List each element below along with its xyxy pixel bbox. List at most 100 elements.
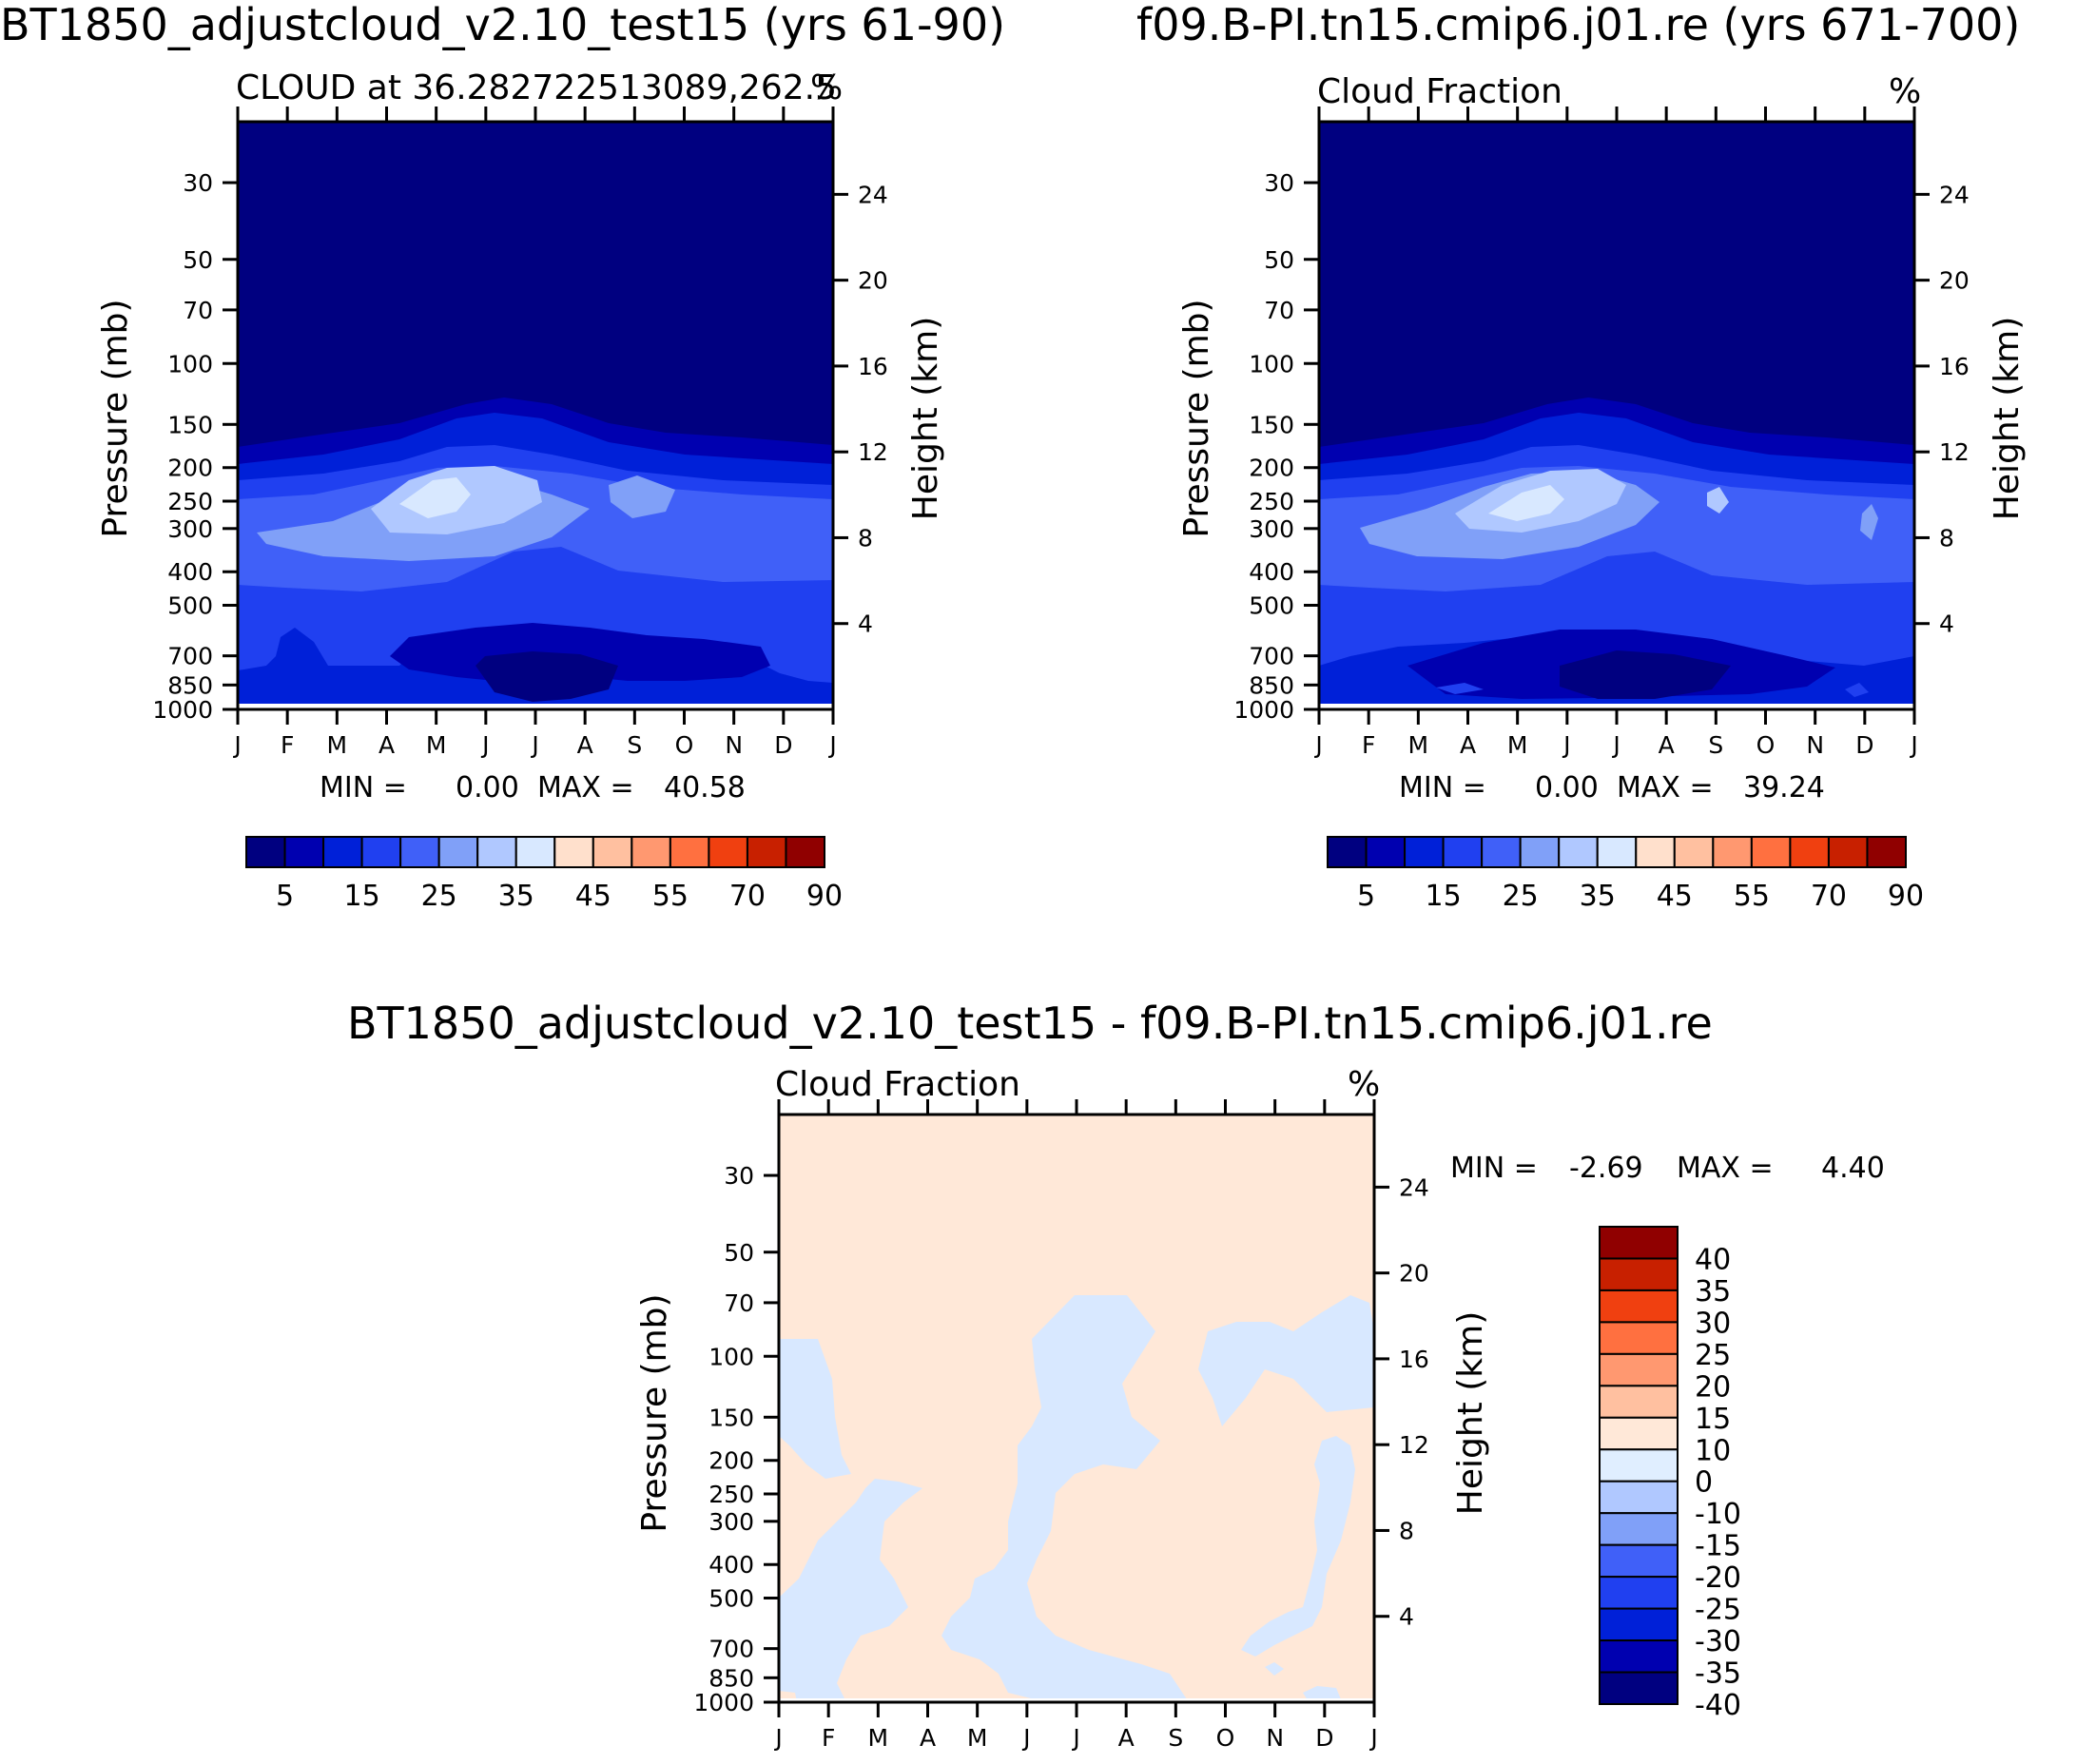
colorbar-box (1596, 836, 1638, 868)
month-tick-label: J (827, 731, 836, 759)
month-tick-label: D (1855, 731, 1873, 759)
colorbar-label: 10 (1695, 1434, 1731, 1467)
colorbar-label: 5 (276, 880, 294, 913)
colorbar-box (1599, 1352, 1679, 1387)
pressure-tick-label: 200 (708, 1447, 754, 1475)
height-tick-label: 16 (1939, 353, 1970, 380)
panel-model-contours (238, 122, 833, 709)
month-tick-label: J (1021, 1724, 1030, 1752)
height-tick-label: 16 (858, 353, 888, 380)
colorbar-label: 5 (1357, 880, 1375, 913)
month-tick-label: N (1806, 731, 1824, 759)
colorbar-label: 0 (1695, 1466, 1713, 1500)
month-tick-label: N (1266, 1724, 1284, 1752)
panel-difference-minmax: MIN = -2.69 MAX = 4.40 (1450, 1152, 1885, 1185)
height-tick-label: 4 (858, 611, 873, 638)
height-tick-label: 24 (858, 181, 888, 208)
panel-model-max-value: 40.58 (664, 771, 746, 804)
pressure-tick-label: 850 (708, 1664, 754, 1692)
pressure-tick-label: 200 (167, 455, 213, 482)
colorbar-box (1599, 1448, 1679, 1483)
month-tick-label: S (627, 731, 642, 759)
colorbar-label: 25 (421, 880, 457, 913)
colorbar-box (476, 836, 517, 868)
contour-neg-g (1265, 1662, 1284, 1676)
pressure-tick-label: 150 (1249, 411, 1294, 438)
height-tick-label: 4 (1939, 611, 1954, 638)
month-tick-label: J (1909, 731, 1917, 759)
colorbar-box (283, 836, 325, 868)
colorbar-label: -20 (1695, 1561, 1741, 1595)
contour-neg-f (1241, 1436, 1355, 1657)
height-tick-label: 8 (858, 524, 873, 552)
month-tick-label: A (1659, 731, 1675, 759)
pressure-tick-label: 70 (183, 297, 213, 324)
panel-model-ylabel: Pressure (mb) (96, 299, 135, 537)
pressure-tick-label: 250 (1249, 488, 1294, 515)
colorbar-box (1599, 1543, 1679, 1579)
colorbar-box (1599, 1671, 1679, 1705)
month-tick-label: S (1168, 1724, 1183, 1752)
panel-control-ylabel-right: Height (km) (1988, 317, 2027, 520)
panel-model-ylabel-right: Height (km) (906, 317, 945, 520)
pressure-tick-label: 150 (167, 411, 213, 438)
contour-level-lt5-low (1560, 650, 1731, 699)
colorbar-label: 25 (1503, 880, 1539, 913)
colorbar-box (553, 836, 594, 868)
month-tick-label: J (480, 731, 489, 759)
colorbar-box (1327, 836, 1368, 868)
panel-difference-ylabel: Pressure (mb) (635, 1293, 674, 1532)
colorbar-box (631, 836, 671, 868)
month-tick-label: S (1708, 731, 1723, 759)
colorbar-box (1599, 1385, 1679, 1419)
colorbar-label: 30 (1695, 1307, 1731, 1340)
colorbar-label: 35 (498, 880, 534, 913)
height-tick-label: 16 (1399, 1346, 1429, 1373)
pressure-tick-label: 700 (167, 643, 213, 670)
panel-difference-ylabel-right: Height (km) (1451, 1311, 1490, 1515)
colorbar-label: 55 (652, 880, 689, 913)
pressure-tick-label: 30 (183, 169, 213, 197)
colorbar-box (1827, 836, 1869, 868)
contour-level-35-40 (1488, 485, 1564, 521)
contour-neg-h (1303, 1686, 1341, 1700)
height-tick-label: 8 (1399, 1517, 1414, 1544)
pressure-tick-label: 300 (1249, 515, 1294, 543)
height-tick-label: 20 (1399, 1260, 1429, 1288)
colorbar-box (1442, 836, 1484, 868)
surface-gap (238, 704, 833, 709)
contour-level-35-40 (399, 477, 471, 518)
colorbar-label: 15 (1426, 880, 1462, 913)
height-tick-label: 4 (1399, 1603, 1414, 1631)
colorbar-box (1599, 1576, 1679, 1610)
panel-model-title: CLOUD at 36.282722513089,262.5 (236, 68, 837, 107)
colorbar-box (1519, 836, 1561, 868)
colorbar-box (437, 836, 479, 868)
contour-level-15-20-low (1436, 683, 1484, 694)
colorbar-box (1404, 836, 1445, 868)
month-tick-label: J (530, 731, 538, 759)
pressure-tick-label: 100 (708, 1343, 754, 1370)
contour-neg-d (999, 1659, 1065, 1691)
month-tick-label: J (1071, 1724, 1079, 1752)
panel-difference-title: Cloud Fraction (775, 1065, 1020, 1104)
colorbar-box (1635, 836, 1676, 868)
colorbar-label: -35 (1695, 1657, 1741, 1691)
colorbar-box (1866, 836, 1908, 868)
month-tick-label: J (1611, 731, 1620, 759)
panel-control: f09.B-PI.tn15.cmip6.j01.re (yrs 671-700)… (1136, 0, 2027, 913)
colorbar-box (1599, 1257, 1679, 1291)
panel-control-header: f09.B-PI.tn15.cmip6.j01.re (yrs 671-700) (1136, 0, 2020, 50)
panel-difference-contours (779, 1115, 1374, 1702)
pressure-tick-label: 70 (1264, 297, 1294, 324)
month-tick-label: M (1408, 731, 1429, 759)
colorbar-box (245, 836, 286, 868)
colorbar-label: 55 (1734, 880, 1770, 913)
month-tick-label: O (1216, 1724, 1235, 1752)
height-tick-label: 12 (858, 438, 888, 466)
colorbar-box (746, 836, 787, 868)
colorbar-label: 90 (1888, 880, 1924, 913)
